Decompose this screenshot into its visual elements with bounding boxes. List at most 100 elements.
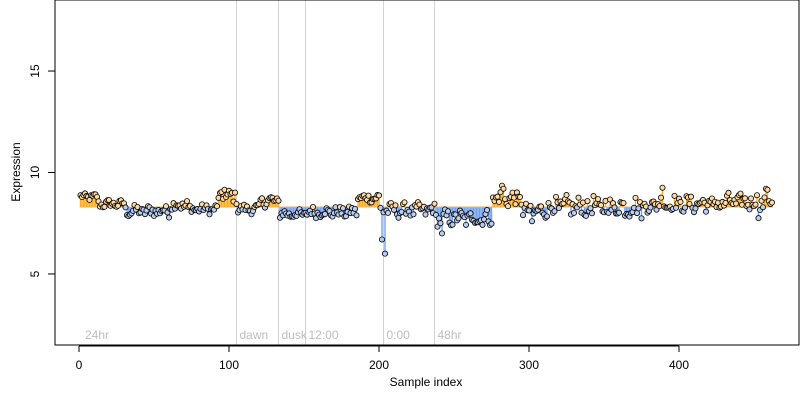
deviation-bar bbox=[79, 195, 82, 207]
data-point bbox=[553, 193, 560, 200]
data-point bbox=[449, 221, 456, 228]
data-point bbox=[231, 189, 238, 196]
deviation-bar bbox=[468, 207, 470, 215]
deviation-bar bbox=[85, 196, 88, 207]
data-point bbox=[122, 204, 129, 211]
data-point bbox=[677, 198, 684, 205]
data-point bbox=[438, 230, 445, 237]
deviation-bar bbox=[546, 207, 548, 217]
data-point bbox=[455, 215, 462, 222]
data-point bbox=[563, 192, 570, 199]
deviation-bar bbox=[739, 193, 742, 207]
deviation-bar bbox=[517, 196, 520, 207]
data-point bbox=[375, 192, 382, 199]
x-axis: 0 100 200 300 400 bbox=[76, 345, 689, 372]
data-point bbox=[377, 204, 384, 211]
deviation-bar bbox=[84, 193, 86, 207]
x-axis-label: Sample index bbox=[390, 375, 463, 389]
deviation-bar bbox=[634, 197, 637, 207]
data-point bbox=[686, 200, 693, 207]
deviation-bar bbox=[766, 189, 769, 207]
deviation-bar bbox=[490, 207, 493, 224]
x-tick-label: 100 bbox=[219, 358, 239, 372]
data-point bbox=[590, 193, 597, 200]
data-point bbox=[165, 214, 172, 221]
deviation-bar bbox=[378, 195, 380, 207]
deviation-bar bbox=[277, 200, 280, 207]
deviation-bar bbox=[435, 207, 437, 215]
data-point bbox=[384, 209, 391, 216]
data-point bbox=[671, 192, 678, 199]
data-point bbox=[101, 203, 108, 210]
phase-label: dusk bbox=[282, 328, 308, 342]
data-point bbox=[556, 205, 563, 212]
data-point bbox=[595, 196, 602, 203]
deviation-bar bbox=[615, 207, 617, 214]
data-point bbox=[598, 202, 605, 209]
data-point bbox=[452, 211, 459, 218]
deviation-bar bbox=[222, 198, 224, 207]
deviation-bar bbox=[294, 207, 296, 216]
data-point bbox=[365, 192, 372, 199]
deviation-bar bbox=[358, 197, 361, 207]
deviation-bar bbox=[274, 200, 277, 207]
data-point bbox=[483, 207, 490, 214]
deviation-bar bbox=[381, 207, 383, 240]
deviation-bar bbox=[463, 207, 466, 218]
data-point bbox=[431, 200, 438, 207]
deviation-bar bbox=[685, 196, 688, 207]
deviation-bar bbox=[363, 195, 365, 207]
data-point bbox=[611, 204, 618, 211]
deviation-bar bbox=[487, 207, 490, 222]
deviation-bar bbox=[273, 200, 275, 207]
data-point bbox=[659, 184, 666, 191]
deviation-bar bbox=[441, 207, 443, 234]
deviation-bar bbox=[475, 207, 478, 223]
deviation-bar bbox=[501, 185, 503, 207]
deviation-bar bbox=[508, 198, 511, 207]
deviation-bar bbox=[472, 207, 475, 221]
data-point bbox=[183, 198, 190, 205]
data-point bbox=[309, 203, 316, 210]
data-point bbox=[504, 203, 511, 210]
deviation-bar bbox=[592, 196, 595, 207]
data-point bbox=[584, 198, 591, 205]
data-point bbox=[462, 221, 469, 228]
deviation-bar bbox=[126, 207, 128, 216]
deviation-bar bbox=[516, 192, 518, 207]
data-point bbox=[575, 194, 582, 201]
deviation-bar bbox=[432, 207, 434, 214]
deviation-bar bbox=[510, 196, 512, 207]
data-points bbox=[77, 182, 776, 257]
deviation-bar bbox=[583, 207, 586, 215]
deviation-bar bbox=[373, 198, 376, 207]
phase-label: 24hr bbox=[85, 328, 109, 342]
deviation-bar bbox=[627, 207, 629, 215]
data-point bbox=[381, 250, 388, 257]
data-point bbox=[488, 220, 495, 227]
data-point bbox=[437, 220, 444, 227]
phase-label: dawn bbox=[240, 328, 269, 342]
data-point bbox=[764, 186, 771, 193]
deviation-bar bbox=[453, 207, 455, 215]
deviation-bar bbox=[270, 197, 272, 207]
y-axis: 5 10 15 bbox=[28, 64, 56, 277]
data-point bbox=[351, 205, 358, 212]
deviation-bar bbox=[361, 195, 364, 207]
deviation-bar bbox=[760, 200, 763, 207]
y-tick-label: 5 bbox=[28, 270, 42, 277]
y-axis-label: Expression bbox=[9, 142, 23, 201]
deviation-bar bbox=[493, 200, 496, 207]
data-point bbox=[321, 211, 328, 218]
x-tick-label: 0 bbox=[76, 358, 83, 372]
y-tick-label: 10 bbox=[28, 166, 42, 180]
deviation-bar bbox=[333, 207, 335, 214]
deviation-bar bbox=[292, 207, 295, 217]
data-point bbox=[435, 215, 442, 222]
deviation-bar bbox=[357, 199, 359, 207]
deviation-bar bbox=[756, 195, 758, 207]
data-point bbox=[339, 205, 346, 212]
deviation-bar bbox=[738, 195, 740, 207]
data-point bbox=[258, 195, 265, 202]
data-point bbox=[401, 199, 408, 206]
